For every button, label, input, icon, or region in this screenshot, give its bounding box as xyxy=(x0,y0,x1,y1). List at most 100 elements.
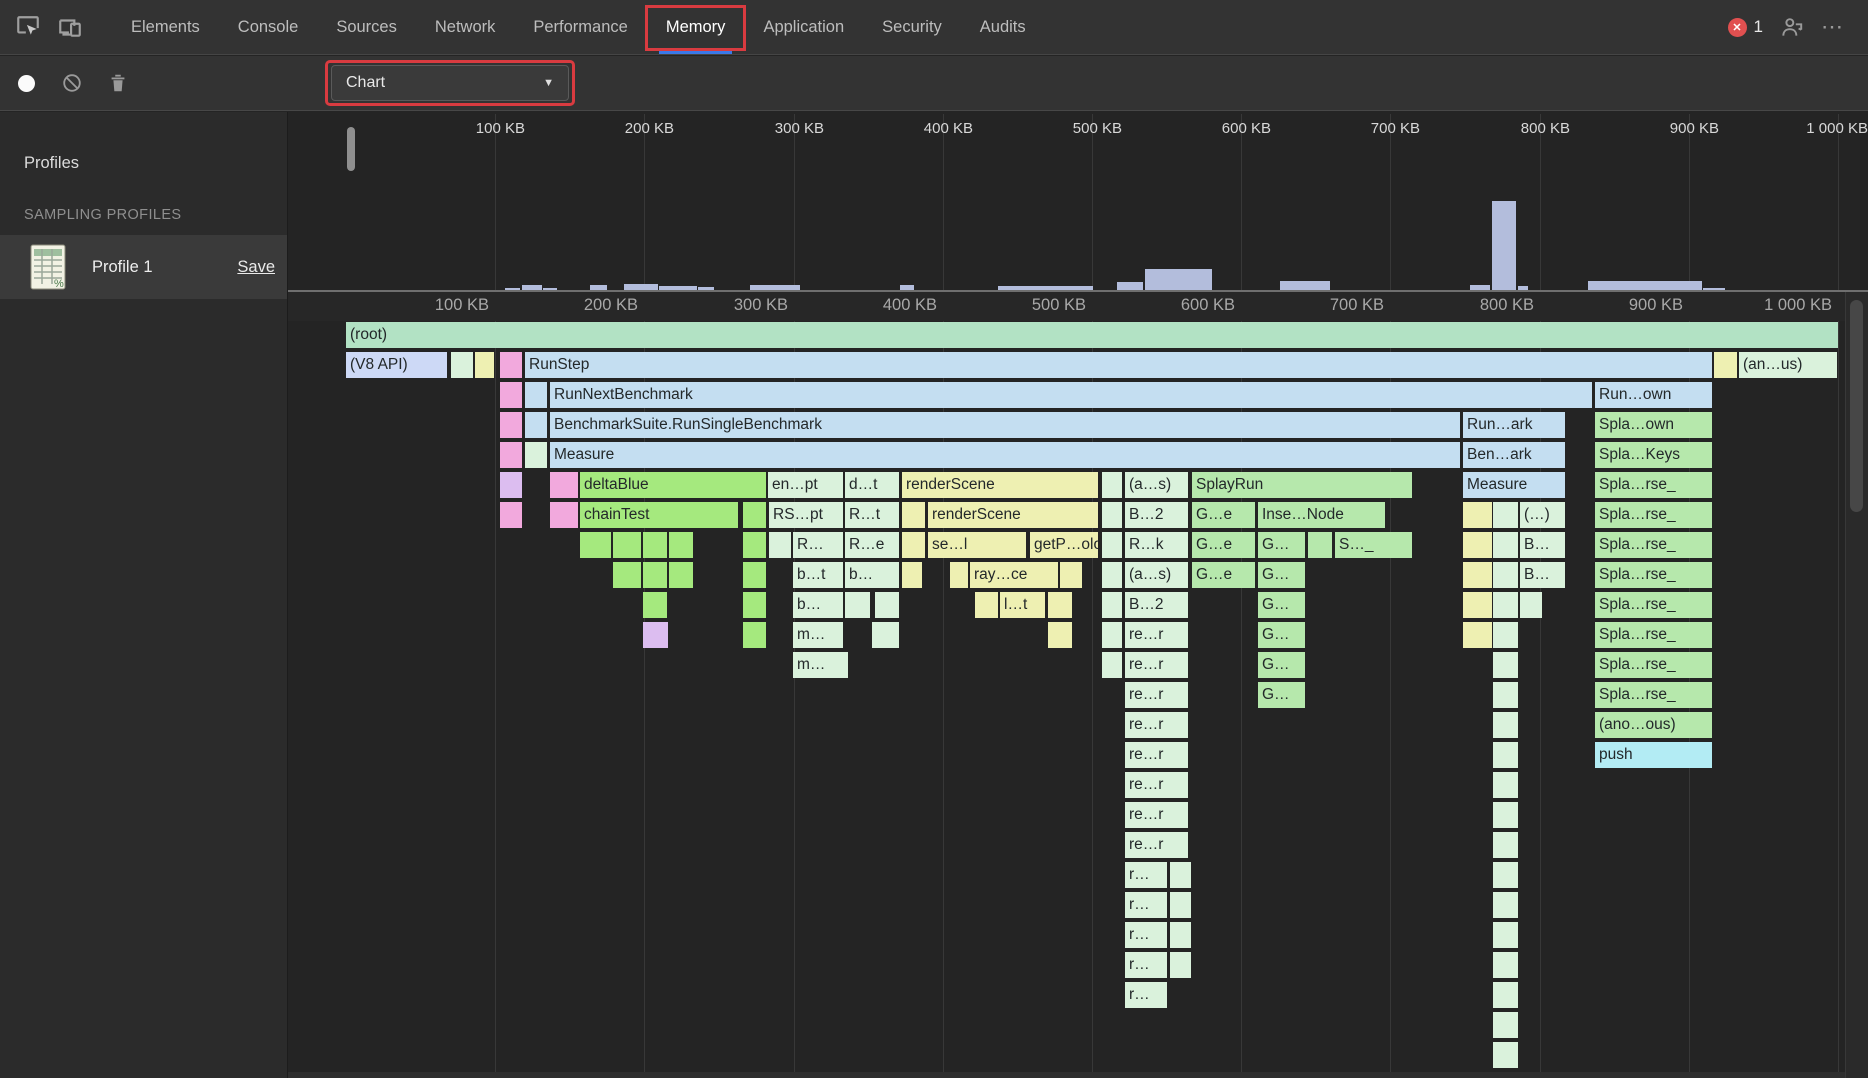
flame-frame[interactable] xyxy=(1463,592,1492,618)
flame-frame[interactable] xyxy=(1463,532,1492,558)
flame-frame-g-e[interactable]: G…e xyxy=(1192,502,1255,528)
flame-frame-spla-keys[interactable]: Spla…Keys xyxy=(1595,442,1712,468)
flame-frame-re-r[interactable]: re…r xyxy=(1125,622,1188,648)
flame-frame-spla-rse-[interactable]: Spla…rse_ xyxy=(1595,502,1712,528)
flame-frame[interactable] xyxy=(580,532,611,558)
flame-frame[interactable] xyxy=(1493,922,1518,948)
flame-frame[interactable] xyxy=(643,562,667,588)
flame-frame--a-s-[interactable]: (a…s) xyxy=(1125,562,1188,588)
flame-frame[interactable] xyxy=(875,592,899,618)
save-link[interactable]: Save xyxy=(237,257,275,276)
overview-scrollbar-thumb[interactable] xyxy=(347,127,355,171)
flame-frame[interactable] xyxy=(1493,712,1518,738)
flame-frame[interactable] xyxy=(613,562,641,588)
flame-frame[interactable] xyxy=(475,352,494,378)
flame-frame[interactable] xyxy=(1493,682,1518,708)
flame-frame-l-t[interactable]: l…t xyxy=(1000,592,1045,618)
flame-frame[interactable] xyxy=(950,562,968,588)
flame-frame-b-[interactable]: B… xyxy=(1520,532,1565,558)
user-icon[interactable] xyxy=(1778,13,1806,41)
flame-frame[interactable] xyxy=(1493,742,1518,768)
tab-network[interactable]: Network xyxy=(416,0,515,54)
flame-frame-g-[interactable]: G… xyxy=(1258,682,1305,708)
flame-frame[interactable] xyxy=(872,622,899,648)
flame-frame[interactable] xyxy=(525,412,547,438)
flame-frame[interactable] xyxy=(1102,592,1122,618)
overflow-menu-icon[interactable]: ⋯ xyxy=(1821,14,1844,39)
flame-frame--root-[interactable]: (root) xyxy=(346,322,1838,348)
horizontal-scrollbar[interactable] xyxy=(288,1072,1846,1078)
flame-frame[interactable] xyxy=(1493,622,1518,648)
flame-frame[interactable] xyxy=(500,382,522,408)
flame-frame[interactable] xyxy=(643,592,667,618)
flame-frame-measure[interactable]: Measure xyxy=(1463,472,1565,498)
flame-frame[interactable] xyxy=(1493,592,1518,618)
flame-frame-runstep[interactable]: RunStep xyxy=(525,352,1712,378)
flame-frame-r-[interactable]: r… xyxy=(1125,922,1167,948)
tab-application[interactable]: Application xyxy=(744,0,863,54)
device-toolbar-icon[interactable] xyxy=(56,13,84,41)
flame-frame[interactable] xyxy=(1170,922,1191,948)
flame-frame-se-l[interactable]: se…l xyxy=(928,532,1026,558)
flame-frame[interactable] xyxy=(902,502,925,528)
flame-frame[interactable] xyxy=(1463,502,1492,528)
flame-frame-spla-rse-[interactable]: Spla…rse_ xyxy=(1595,472,1712,498)
flame-frame[interactable] xyxy=(1714,352,1737,378)
flame-frame[interactable] xyxy=(1493,862,1518,888)
flame-frame[interactable] xyxy=(1170,952,1191,978)
flame-frame-re-r[interactable]: re…r xyxy=(1125,712,1188,738)
flame-frame--ano-ous-[interactable]: (ano…ous) xyxy=(1595,712,1712,738)
flame-frame-spla-rse-[interactable]: Spla…rse_ xyxy=(1595,592,1712,618)
flame-frame-spla-rse-[interactable]: Spla…rse_ xyxy=(1595,682,1712,708)
tab-audits[interactable]: Audits xyxy=(961,0,1045,54)
flame-frame-inse-node[interactable]: Inse…Node xyxy=(1258,502,1385,528)
flame-frame[interactable] xyxy=(1493,562,1518,588)
tab-console[interactable]: Console xyxy=(219,0,318,54)
flame-frame-deltablue[interactable]: deltaBlue xyxy=(580,472,766,498)
flame-frame[interactable] xyxy=(500,412,522,438)
flame-frame[interactable] xyxy=(1493,982,1518,1008)
flame-frame-b-[interactable]: b… xyxy=(793,592,843,618)
flame-frame-en-pt[interactable]: en…pt xyxy=(768,472,843,498)
flame-frame-r-[interactable]: r… xyxy=(1125,952,1167,978)
flame-frame-run-own[interactable]: Run…own xyxy=(1595,382,1712,408)
flame-frame-renderscene[interactable]: renderScene xyxy=(928,502,1098,528)
flame-frame-spla-rse-[interactable]: Spla…rse_ xyxy=(1595,622,1712,648)
flame-frame[interactable] xyxy=(1463,622,1492,648)
flame-frame-renderscene[interactable]: renderScene xyxy=(902,472,1098,498)
flame-frame[interactable] xyxy=(1048,592,1072,618)
flame-frame-re-r[interactable]: re…r xyxy=(1125,772,1188,798)
flame-frame-re-r[interactable]: re…r xyxy=(1125,682,1188,708)
flame-frame-g-e[interactable]: G…e xyxy=(1192,562,1255,588)
flame-frame--a-s-[interactable]: (a…s) xyxy=(1125,472,1188,498)
flame-frame-re-r[interactable]: re…r xyxy=(1125,742,1188,768)
flame-frame-m-[interactable]: m… xyxy=(793,622,843,648)
flame-frame-measure[interactable]: Measure xyxy=(550,442,1460,468)
flame-frame-g-[interactable]: G… xyxy=(1258,532,1305,558)
tab-security[interactable]: Security xyxy=(863,0,961,54)
flame-frame[interactable] xyxy=(1493,832,1518,858)
flame-frame-m-[interactable]: m… xyxy=(793,652,848,678)
record-icon[interactable] xyxy=(18,74,35,92)
flame-frame-spla-rse-[interactable]: Spla…rse_ xyxy=(1595,562,1712,588)
flame-frame-ray-ce[interactable]: ray…ce xyxy=(970,562,1058,588)
flame-frame-spla-rse-[interactable]: Spla…rse_ xyxy=(1595,652,1712,678)
tab-elements[interactable]: Elements xyxy=(112,0,219,54)
flame-frame-r-[interactable]: r… xyxy=(1125,862,1167,888)
flame-frame[interactable] xyxy=(902,562,922,588)
profile-item[interactable]: % Profile 1 Save xyxy=(0,235,287,299)
flame-frame[interactable] xyxy=(500,442,522,468)
flame-frame-benchmarksuite-runsinglebenchmark[interactable]: BenchmarkSuite.RunSingleBenchmark xyxy=(550,412,1460,438)
flame-frame[interactable] xyxy=(743,502,766,528)
flame-frame[interactable] xyxy=(1170,862,1191,888)
flame-frame[interactable] xyxy=(1493,802,1518,828)
flame-frame-d-t[interactable]: d…t xyxy=(845,472,899,498)
flame-frame-r-[interactable]: r… xyxy=(1125,892,1167,918)
flame-frame-r-e[interactable]: R…e xyxy=(845,532,899,558)
flame-frame[interactable] xyxy=(1493,772,1518,798)
flame-frame-spla-rse-[interactable]: Spla…rse_ xyxy=(1595,532,1712,558)
flame-frame-getp-olor[interactable]: getP…olor xyxy=(1030,532,1098,558)
error-counter[interactable]: ✕ 1 xyxy=(1727,17,1763,37)
flame-frame-ben-ark[interactable]: Ben…ark xyxy=(1463,442,1565,468)
flame-frame[interactable] xyxy=(613,532,641,558)
